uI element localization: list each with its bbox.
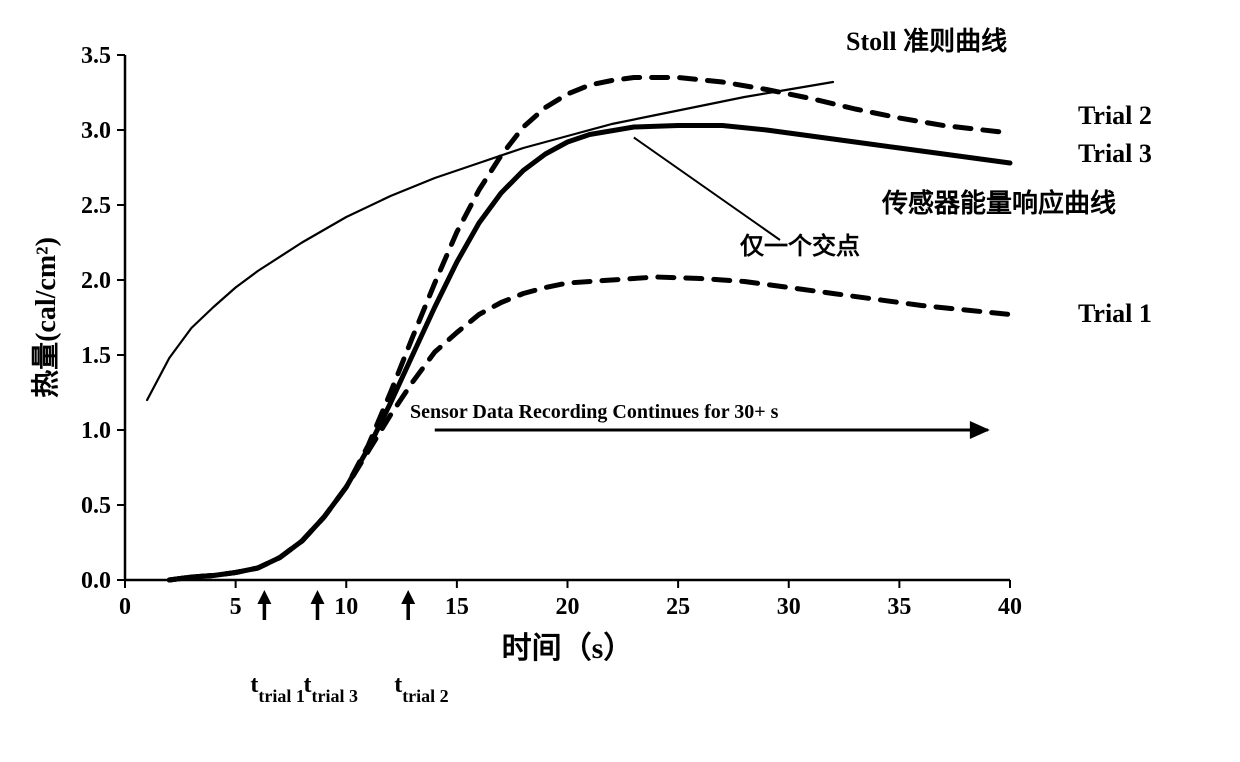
trial1-label: Trial 1	[1078, 299, 1152, 328]
y-tick-label: 0.5	[81, 493, 111, 519]
x-tick-label: 10	[334, 594, 358, 620]
intersection-pointer	[634, 138, 780, 241]
x-tick-label: 0	[119, 594, 131, 620]
x-tick-label: 30	[777, 594, 801, 620]
series-stoll	[147, 82, 833, 400]
x-tick-label: 25	[666, 594, 690, 620]
y-tick-label: 3.0	[81, 118, 111, 144]
recording-arrow-head	[970, 421, 990, 439]
y-tick-label: 2.0	[81, 268, 111, 294]
time-marker-arrowhead-t_trial1	[257, 590, 271, 604]
time-marker-label-t_trial2: ttrial 2	[394, 672, 449, 706]
y-tick-label: 1.5	[81, 343, 111, 369]
time-marker-label-t_trial3: ttrial 3	[303, 672, 358, 706]
chart-svg: 0.0 0.5 1.0 1.5 2.0 2.5 3.0 3.5 0 5 10 15 20 25 30 35 40…	[20, 20, 1240, 742]
time-marker-label-t_trial1: ttrial 1	[250, 672, 305, 706]
sensor-curve-label: 传感器能量响应曲线	[881, 188, 1116, 218]
x-tick-label: 35	[887, 594, 911, 620]
trial3-label: Trial 3	[1078, 139, 1152, 168]
x-tick-label: 5	[230, 594, 242, 620]
chart-container: 0.0 0.5 1.0 1.5 2.0 2.5 3.0 3.5 0 5 10 15 20 25 30 35 40…	[20, 20, 1240, 742]
one-intersection-label: 仅一个交点	[740, 232, 860, 260]
time-marker-arrowhead-t_trial3	[310, 590, 324, 604]
y-tick-label: 3.5	[81, 43, 111, 69]
x-tick-label: 15	[445, 594, 469, 620]
y-tick-label: 0.0	[81, 568, 111, 594]
y-tick-label: 2.5	[81, 193, 111, 219]
stoll-label: Stoll 准则曲线	[846, 27, 1007, 56]
x-tick-label: 40	[998, 594, 1022, 620]
trial2-label: Trial 2	[1078, 101, 1152, 130]
sensor-recording-label: Sensor Data Recording Continues for 30+ …	[410, 401, 779, 423]
y-tick-label: 1.0	[81, 418, 111, 444]
series-trial2	[169, 78, 1010, 581]
x-tick-label: 20	[556, 594, 580, 620]
x-axis-label: 时间（s）	[502, 631, 634, 665]
y-axis-label: 热量(cal/cm²)	[30, 237, 62, 398]
time-marker-arrowhead-t_trial2	[401, 590, 415, 604]
